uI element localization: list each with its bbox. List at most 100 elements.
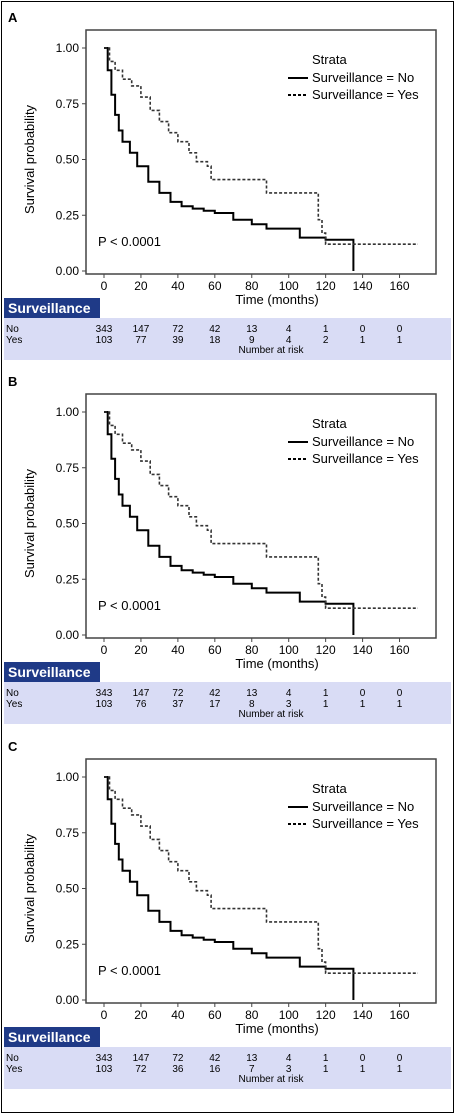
x-tick-label: 100 (279, 1008, 299, 1022)
x-tick-label: 140 (353, 1008, 373, 1022)
risk-row-label: Yes (6, 1064, 22, 1075)
x-axis-title: Time (months) (235, 1021, 318, 1036)
x-tick-label: 20 (134, 1008, 148, 1022)
risk-table-caption: Number at risk (238, 345, 304, 356)
y-tick-label: 0.75 (56, 97, 80, 111)
y-tick-label: 0.50 (56, 153, 80, 167)
y-tick-label: 1.00 (56, 41, 80, 55)
x-tick-label: 60 (208, 1008, 222, 1022)
km-chart-svg: B Survival probability 0.00 0.25 0.50 0.75 1.0… (6, 374, 437, 720)
x-tick-label: 80 (245, 279, 259, 293)
legend-entry: Surveillance = No (312, 70, 414, 85)
risk-count: 17 (209, 699, 221, 710)
y-tick-label: 0.50 (56, 517, 80, 531)
risk-row-label: No (6, 688, 19, 699)
panel-label: B (8, 374, 17, 389)
p-value-annotation: P < 0.0001 (98, 598, 161, 613)
x-tick-label: 120 (316, 1008, 336, 1022)
series-line-surveillance-no (104, 411, 355, 635)
series-line-surveillance-no (104, 47, 355, 271)
risk-table-band (4, 682, 451, 724)
risk-count: 343 (96, 1053, 113, 1064)
risk-table-header: Surveillance (4, 662, 100, 682)
risk-count: 3 (286, 699, 292, 710)
legend-entry: Surveillance = Yes (312, 451, 419, 466)
risk-count: 72 (172, 1053, 184, 1064)
risk-count: 0 (360, 1053, 366, 1064)
risk-table-caption: Number at risk (238, 1074, 304, 1085)
risk-count: 1 (360, 335, 366, 346)
risk-count: 42 (209, 1053, 221, 1064)
risk-count: 4 (286, 324, 292, 335)
legend-title: Strata (312, 416, 347, 431)
risk-count: 1 (323, 1053, 329, 1064)
risk-table-band (4, 318, 451, 360)
x-tick-label: 60 (208, 279, 222, 293)
series-line-surveillance-yes (104, 776, 418, 974)
plot-frame (85, 29, 437, 275)
y-axis-label: Survival probability (22, 833, 37, 943)
x-tick-label: 0 (101, 1008, 108, 1022)
km-panel-a: Surveillance A Survival probability 0.00 0.2… (0, 8, 457, 383)
y-tick-label: 1.00 (56, 770, 80, 784)
x-tick-label: 60 (208, 643, 222, 657)
risk-count: 103 (96, 699, 113, 710)
y-tick-label: 0.25 (56, 208, 80, 222)
x-tick-label: 160 (390, 279, 410, 293)
risk-count: 0 (360, 324, 366, 335)
x-tick-label: 0 (101, 279, 108, 293)
risk-count: 103 (96, 335, 113, 346)
x-tick-label: 80 (245, 643, 259, 657)
y-tick-label: 0.00 (56, 264, 80, 278)
risk-count: 16 (209, 1064, 221, 1075)
risk-count: 4 (286, 1053, 292, 1064)
legend-title: Strata (312, 781, 347, 796)
risk-count: 1 (323, 1064, 329, 1075)
y-tick-label: 1.00 (56, 405, 80, 419)
x-tick-label: 40 (171, 643, 185, 657)
x-tick-label: 160 (390, 1008, 410, 1022)
risk-count: 72 (172, 324, 184, 335)
risk-count: 72 (172, 688, 184, 699)
panel-label: C (8, 739, 18, 754)
risk-count: 13 (246, 688, 258, 699)
x-axis-title: Time (months) (235, 292, 318, 307)
y-tick-label: 0.00 (56, 628, 80, 642)
risk-count: 1 (397, 335, 403, 346)
y-axis-label: Survival probability (22, 104, 37, 214)
x-tick-label: 140 (353, 643, 373, 657)
y-tick-label: 0.75 (56, 461, 80, 475)
x-tick-label: 40 (171, 279, 185, 293)
risk-table-band (4, 1047, 451, 1089)
risk-count: 13 (246, 324, 258, 335)
risk-count: 39 (172, 335, 184, 346)
series-line-surveillance-yes (104, 411, 418, 609)
legend-title: Strata (312, 52, 347, 67)
risk-row-label: Yes (6, 699, 22, 710)
risk-count: 147 (133, 324, 150, 335)
risk-count: 2 (323, 335, 329, 346)
risk-count: 1 (360, 699, 366, 710)
risk-count: 4 (286, 688, 292, 699)
p-value-annotation: P < 0.0001 (98, 234, 161, 249)
y-tick-label: 0.00 (56, 993, 80, 1007)
plot-frame (85, 758, 437, 1004)
risk-count: 1 (397, 699, 403, 710)
risk-count: 103 (96, 1064, 113, 1075)
risk-count: 0 (397, 1053, 403, 1064)
risk-count: 0 (360, 688, 366, 699)
legend-entry: Surveillance = No (312, 799, 414, 814)
risk-row-label: No (6, 1053, 19, 1064)
risk-count: 343 (96, 688, 113, 699)
y-tick-label: 0.25 (56, 572, 80, 586)
risk-count: 42 (209, 688, 221, 699)
x-tick-label: 160 (390, 643, 410, 657)
y-axis-label: Survival probability (22, 468, 37, 578)
risk-count: 76 (135, 699, 147, 710)
km-panel-c: Surveillance C Survival probability 0.00 0.2… (0, 737, 457, 1112)
risk-count: 343 (96, 324, 113, 335)
x-tick-label: 40 (171, 1008, 185, 1022)
risk-count: 0 (397, 688, 403, 699)
risk-count: 36 (172, 1064, 184, 1075)
risk-table-header: Surveillance (4, 298, 100, 318)
